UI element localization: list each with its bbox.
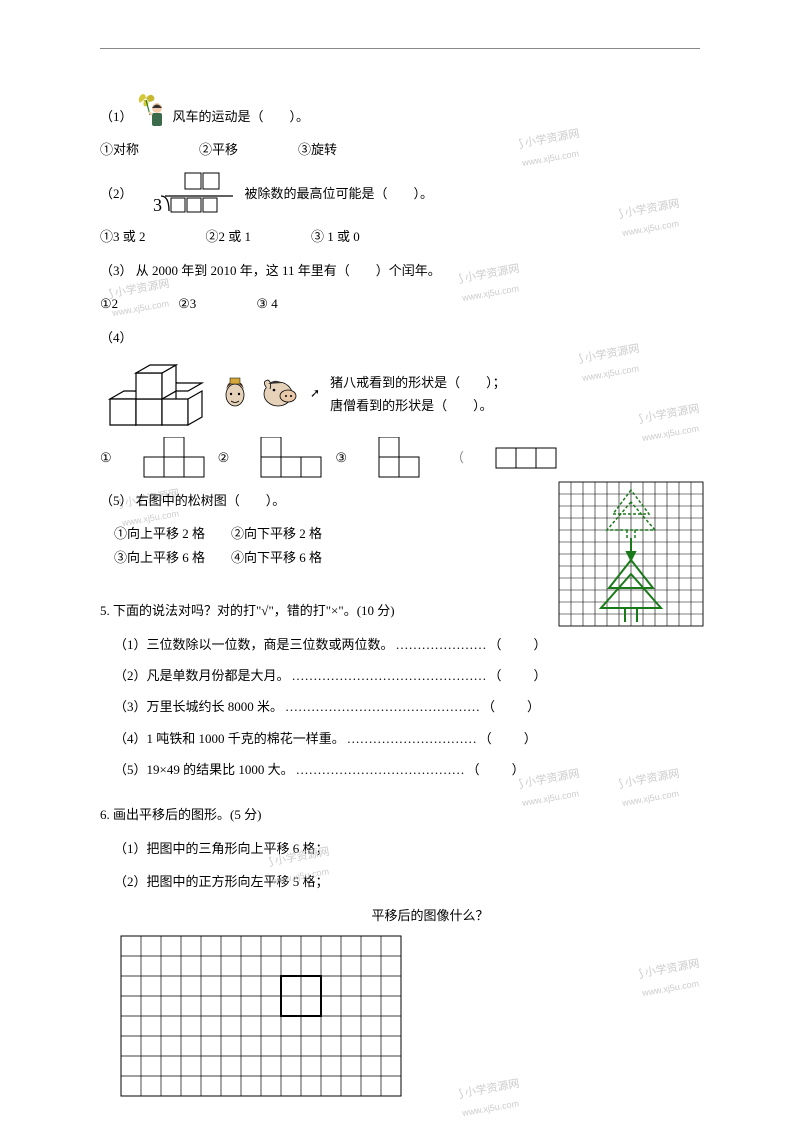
pine-tree-grid <box>557 480 705 628</box>
q2-label: （2） <box>100 182 133 205</box>
sec6-sub1: （1）把图中的三角形向上平移 6 格； <box>114 837 700 860</box>
q4-opt-3-label: ③ <box>335 446 347 469</box>
sec6-sub2: （2）把图中的正方形向左平移 5 格； <box>114 870 700 893</box>
q5-opt-2: ②向下平移 2 格 <box>231 526 322 541</box>
sec5-item-5: （5）19×49 的结果比 1000 大。………………………………… （ ） <box>114 758 700 781</box>
q1-options: ①对称 ②平移 ③旋转 <box>100 138 700 161</box>
q2-opt-1: ①3 或 2 <box>100 225 146 248</box>
tangseng-icon <box>220 375 250 413</box>
cube-structure-icon <box>100 359 210 429</box>
q4-opt-3-shape <box>377 437 421 479</box>
q2-options: ①3 或 2 ②2 或 1 ③ 1 或 0 <box>100 225 700 248</box>
bajie-icon <box>260 377 300 411</box>
q1: （1） 风车的运动是（ ）。 <box>100 90 700 128</box>
q4-opt-1-label: ① <box>100 446 112 469</box>
division-icon: 3 <box>141 171 237 215</box>
answer-paren: （ ） <box>489 664 549 687</box>
q3: （3） 从 2000 年到 2010 年，这 11 年里有（ ）个闰年。 <box>100 259 700 282</box>
answer-paren: （ ） <box>479 727 539 750</box>
answer-paren: （ ） <box>467 758 527 781</box>
sec6-caption: 平移后的图像什么？ <box>160 904 700 927</box>
sec5-item-2: （2）凡是单数月份都是大月。………………………………………（ ） <box>114 664 700 687</box>
q1-text: 风车的运动是（ ）。 <box>173 105 310 128</box>
q5-text: 右图中的松树图（ ）。 <box>136 493 286 508</box>
q5-opt-1: ①向上平移 2 格 <box>114 526 205 541</box>
sec5-item-text: （2）凡是单数月份都是大月。 <box>114 664 290 687</box>
sec5-item-text: （4）1 吨铁和 1000 千克的棉花一样重。 <box>114 727 345 750</box>
q4-text2: 唐僧看到的形状是（ ）。 <box>330 394 506 417</box>
q1-opt-1: ①对称 <box>100 138 139 161</box>
sec5-item-text: （1）三位数除以一位数，商是三位数或两位数。 <box>114 633 394 656</box>
q3-opt-2: ②3 <box>178 292 196 315</box>
svg-text:3: 3 <box>153 195 162 215</box>
q4-opt-1-shape <box>142 437 208 479</box>
q4-opt-4-paren: （ <box>451 446 464 469</box>
q4-opt-4-shape <box>494 447 560 469</box>
q1-label: （1） <box>100 105 133 128</box>
sec5-item-3: （3）万里长城约长 8000 米。………………………………………（ ） <box>114 695 700 718</box>
dots: ……………………………………… <box>285 695 480 718</box>
q2: （2） 3 被除数的最高位可能是（ ）。 <box>100 171 700 215</box>
q4-opt-2-label: ② <box>218 446 230 469</box>
sec6-title: 6. 画出平移后的图形。(5 分) <box>100 803 700 826</box>
sec5-item-text: （5）19×49 的结果比 1000 大。 <box>114 758 294 781</box>
q2-opt-3: ③ 1 或 0 <box>311 225 360 248</box>
sec5-item-4: （4）1 吨铁和 1000 千克的棉花一样重。…………………………（ ） <box>114 727 700 750</box>
q4-text1: 猪八戒看到的形状是（ ）； <box>330 371 506 394</box>
sec5-item-text: （3）万里长城约长 8000 米。 <box>114 695 283 718</box>
q3-opt-3: ③ 4 <box>256 292 277 315</box>
q5-opt-3: ③向上平移 6 格 <box>114 550 205 565</box>
dots: ……………………………………… <box>292 664 487 687</box>
q5-label: （5） <box>100 493 133 508</box>
sec5-items: （1）三位数除以一位数，商是三位数或两位数。…………………（ ）（2）凡是单数月… <box>100 633 700 782</box>
arrow-icon: ➚ <box>310 383 320 405</box>
q4-opt-2-shape <box>259 437 325 479</box>
top-rule <box>100 48 700 49</box>
q1-opt-3: ③旋转 <box>298 138 337 161</box>
q1-opt-2: ②平移 <box>199 138 238 161</box>
q3-options: ①2 ②3 ③ 4 <box>100 292 700 315</box>
q4-label: （4） <box>100 330 133 345</box>
q3-label: （3） <box>100 263 133 278</box>
dots: ………………………… <box>347 727 477 750</box>
sec6-grid <box>120 935 700 1097</box>
answer-paren: （ ） <box>489 633 549 656</box>
q4-options: ① ② ③ （ <box>100 437 700 479</box>
q5-opt-4: ④向下平移 6 格 <box>231 550 322 565</box>
q4-figure-row: ➚ 猪八戒看到的形状是（ ）； 唐僧看到的形状是（ ）。 <box>100 359 700 429</box>
q3-text: 从 2000 年到 2010 年，这 11 年里有（ ）个闰年。 <box>136 263 441 278</box>
q2-text: 被除数的最高位可能是（ ）。 <box>245 182 434 205</box>
dots: ………………………………… <box>296 758 465 781</box>
answer-paren: （ ） <box>482 695 542 718</box>
pinwheel-icon <box>137 90 169 128</box>
q2-opt-2: ②2 或 1 <box>206 225 252 248</box>
dots: ………………… <box>396 633 487 656</box>
sec5-item-1: （1）三位数除以一位数，商是三位数或两位数。…………………（ ） <box>114 633 700 656</box>
q3-opt-1: ①2 <box>100 292 118 315</box>
q4-label-row: （4） <box>100 326 700 349</box>
